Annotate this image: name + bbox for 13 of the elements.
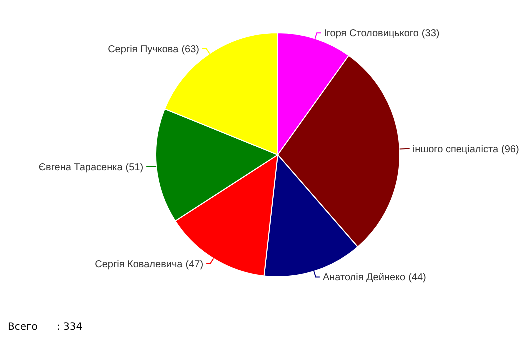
slice-label: іншого спеціаліста: [412, 144, 499, 156]
text: Всего : 334: [8, 322, 83, 333]
data-label: (51): [126, 162, 144, 174]
slice-label: Анатолія Дейнеко: [322, 272, 406, 284]
data-label: (96): [502, 144, 520, 156]
data-label: (47): [186, 259, 204, 270]
data-label: (33): [422, 28, 440, 40]
slice-label: Сергія Ковалевича: [95, 259, 184, 270]
slice-label: Ігоря Столовицького: [324, 28, 420, 40]
slice-label: Сергія Пучкова: [108, 44, 180, 56]
data-label: (63): [182, 44, 200, 56]
data-label: (44): [408, 272, 426, 284]
slice-label: Євгена Тарасенка: [38, 162, 124, 174]
